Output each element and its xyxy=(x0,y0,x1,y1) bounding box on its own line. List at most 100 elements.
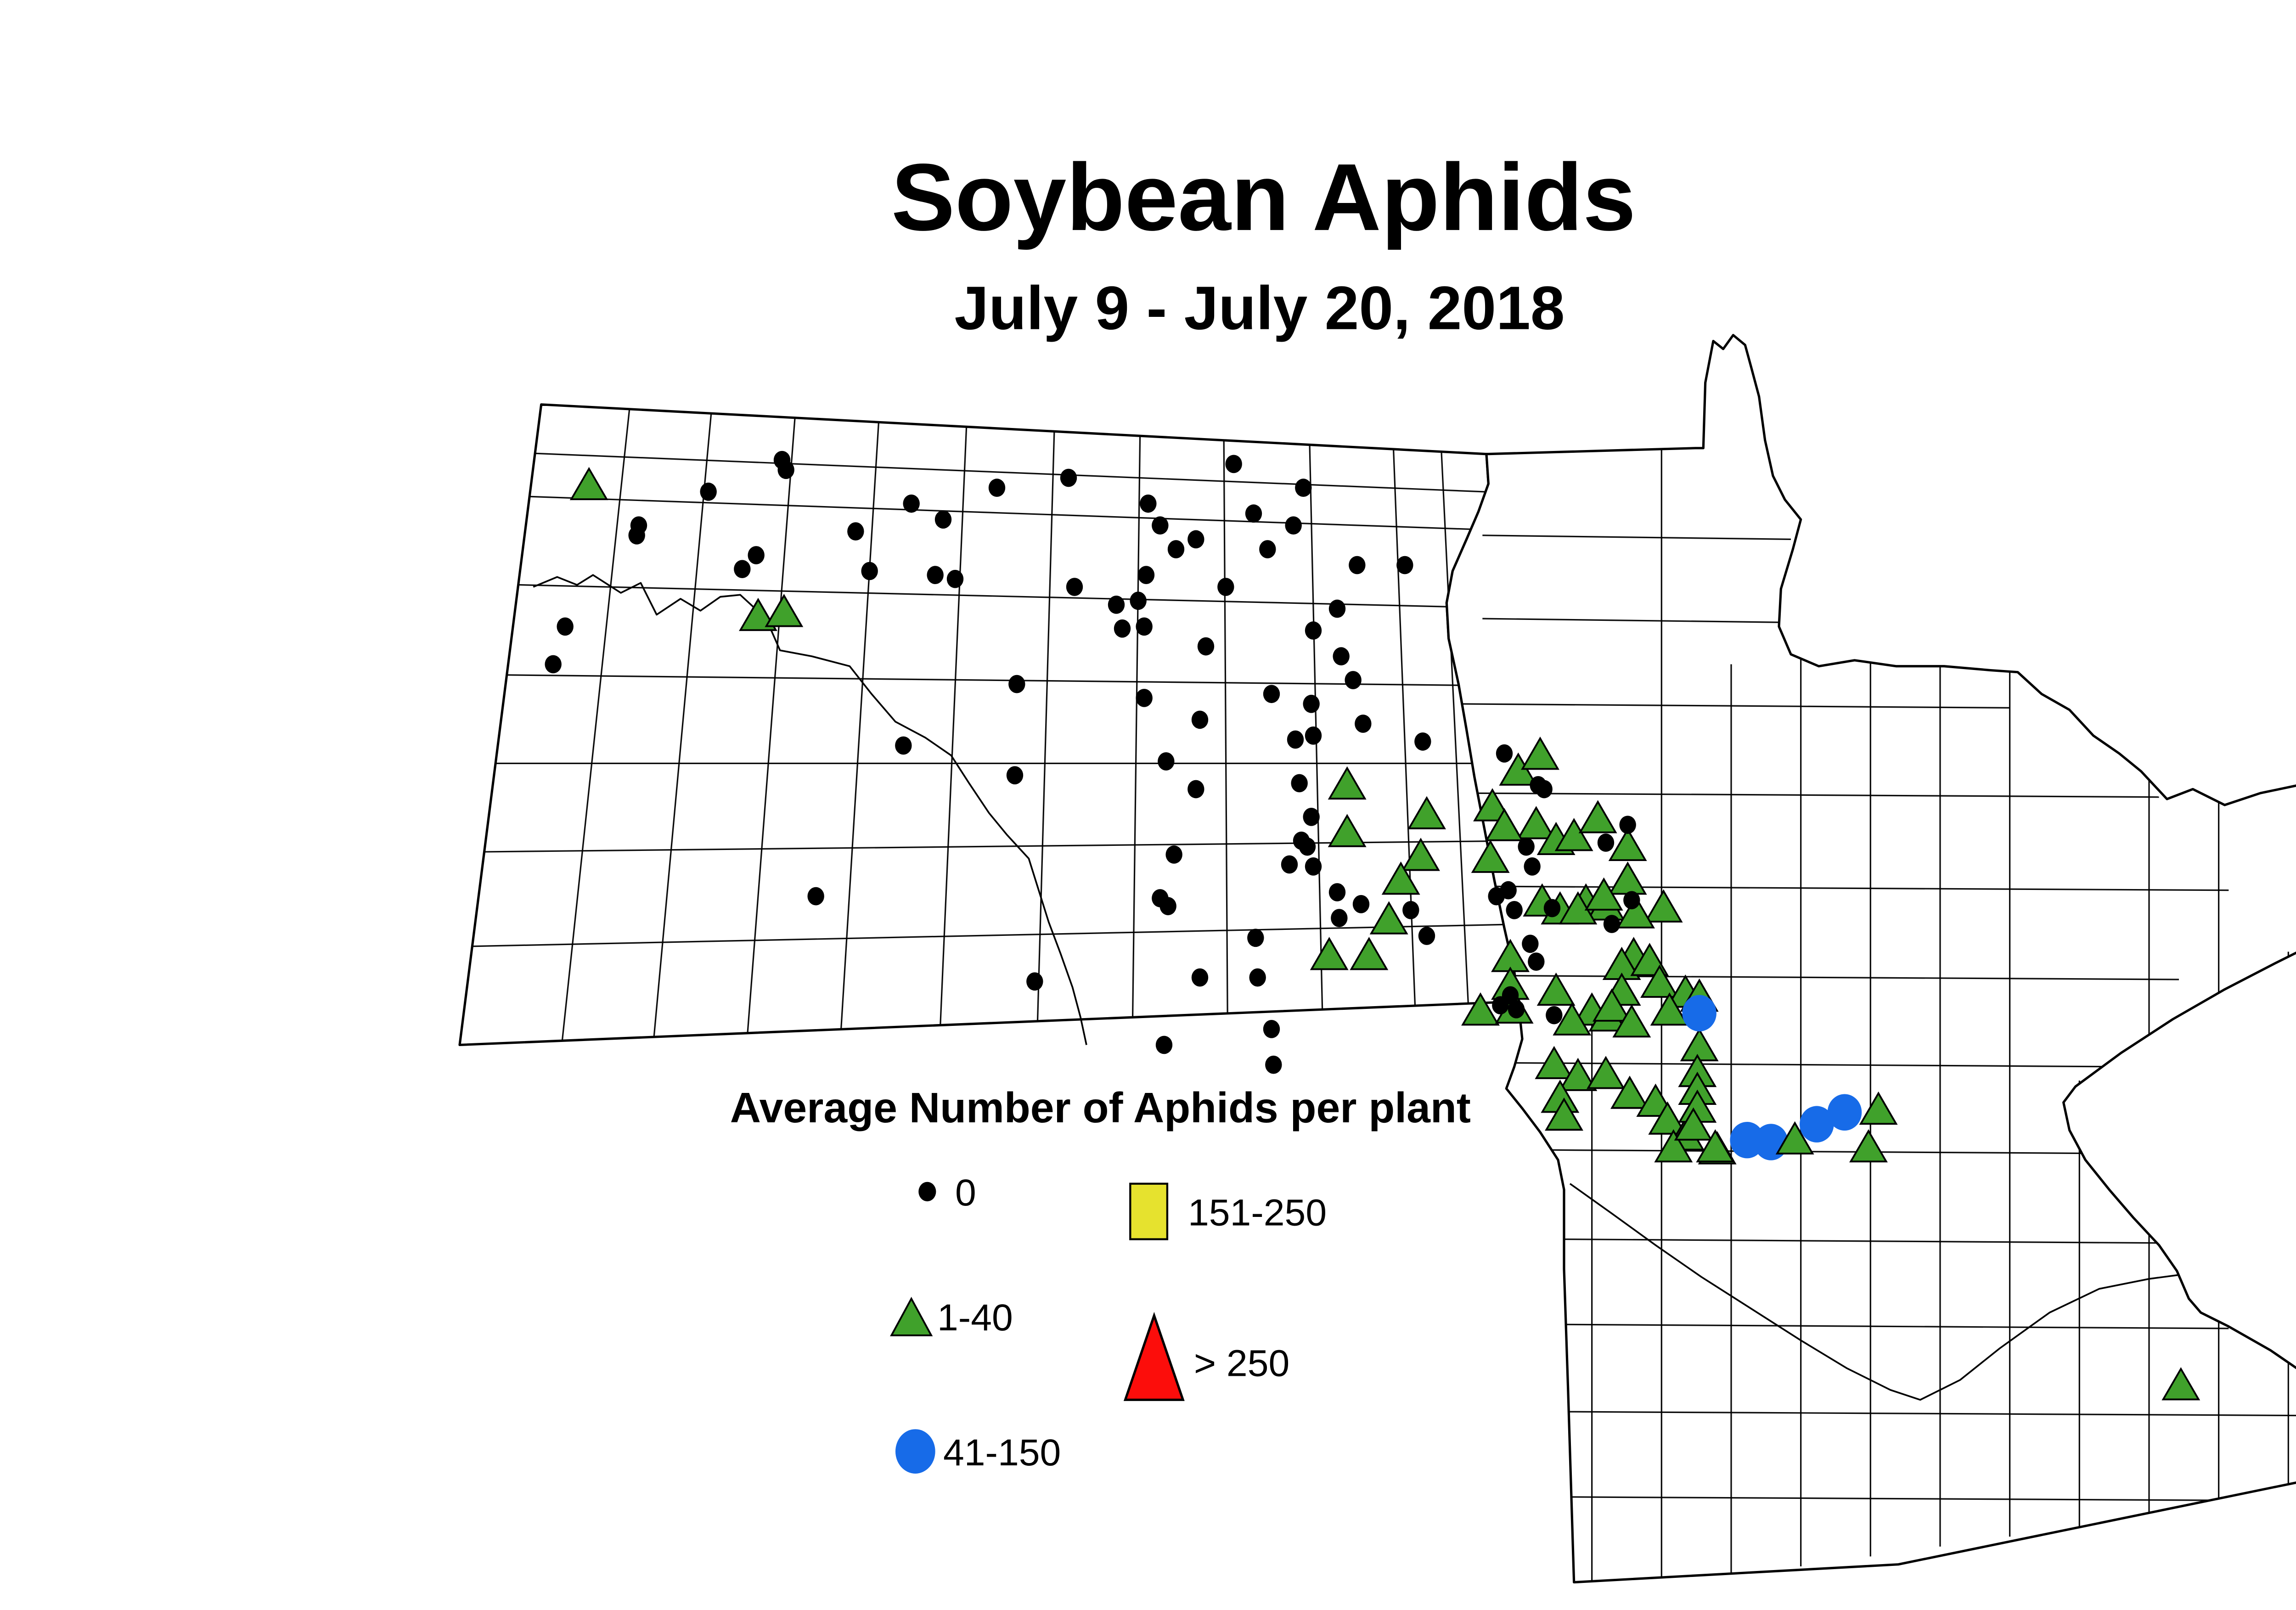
marker-black-dot-0 xyxy=(1217,578,1234,596)
marker-green-triangle-1-40 xyxy=(1593,988,1631,1022)
marker-black-dot-0 xyxy=(545,655,562,674)
marker-black-dot-0 xyxy=(1108,596,1125,614)
legend-title: Average Number of Aphids per plant xyxy=(730,1084,1471,1132)
marker-black-dot-0 xyxy=(807,887,824,906)
marker-black-dot-0 xyxy=(1136,688,1153,707)
marker-black-dot-0 xyxy=(1060,468,1077,487)
minnesota-outline xyxy=(1445,334,2296,1584)
marker-black-dot-0 xyxy=(1259,540,1276,558)
aphid-markers-layer xyxy=(545,450,2200,1401)
marker-black-dot-0 xyxy=(1137,566,1155,585)
marker-black-dot-0 xyxy=(903,494,920,513)
marker-black-dot-0 xyxy=(1597,833,1615,852)
marker-black-dot-0 xyxy=(1114,619,1131,638)
marker-black-dot-0 xyxy=(1619,816,1636,834)
legend-label-1-40: 1-40 xyxy=(937,1297,1013,1339)
marker-black-dot-0 xyxy=(1159,897,1176,916)
marker-green-triangle-1-40 xyxy=(1485,808,1524,841)
marker-black-dot-0 xyxy=(1522,934,1539,953)
marker-green-triangle-1-40 xyxy=(1616,895,1655,929)
marker-black-dot-0 xyxy=(1546,1006,1563,1025)
marker-black-dot-0 xyxy=(700,482,717,501)
marker-black-dot-0 xyxy=(1158,752,1175,771)
marker-black-dot-0 xyxy=(1197,637,1215,656)
marker-black-dot-0 xyxy=(1285,516,1302,535)
marker-black-dot-0 xyxy=(1026,972,1043,991)
marker-black-dot-0 xyxy=(557,617,574,636)
marker-black-dot-0 xyxy=(1536,780,1553,799)
marker-black-dot-0 xyxy=(1281,855,1298,874)
marker-green-triangle-1-40 xyxy=(1578,800,1617,833)
marker-black-dot-0 xyxy=(1303,808,1320,826)
marker-black-dot-0 xyxy=(1506,901,1523,919)
marker-green-triangle-1-40 xyxy=(1612,1004,1651,1038)
marker-green-triangle-1-40 xyxy=(1328,766,1367,800)
marker-green-triangle-1-40 xyxy=(1536,972,1576,1006)
marker-green-triangle-1-40 xyxy=(1696,1129,1735,1163)
marker-green-triangle-1-40 xyxy=(1587,1056,1625,1089)
marker-black-dot-0 xyxy=(1155,1036,1173,1054)
marker-green-triangle-1-40 xyxy=(1644,889,1683,923)
marker-black-dot-0 xyxy=(1140,494,1157,513)
marker-black-dot-0 xyxy=(1225,455,1242,473)
marker-green-triangle-1-40 xyxy=(1328,814,1367,847)
marker-black-dot-0 xyxy=(777,461,794,479)
marker-black-dot-0 xyxy=(1299,837,1316,856)
marker-black-dot-0 xyxy=(1349,556,1366,574)
marker-black-dot-0 xyxy=(1187,780,1204,799)
marker-green-triangle-1-40 xyxy=(1461,992,1500,1026)
missouri-river xyxy=(533,574,1087,1045)
marker-green-triangle-1-40 xyxy=(1554,818,1593,851)
marker-black-dot-0 xyxy=(1518,837,1535,856)
marker-green-triangle-1-40 xyxy=(1517,806,1556,839)
marker-green-triangle-1-40 xyxy=(1674,1107,1713,1141)
marker-black-dot-0 xyxy=(1187,530,1204,549)
marker-black-dot-0 xyxy=(1543,899,1561,918)
marker-black-dot-0 xyxy=(1345,671,1362,689)
marker-blue-circle-41-150 xyxy=(1827,1094,1862,1131)
legend-blue-circle-icon xyxy=(895,1429,935,1474)
page-subtitle: July 9 - July 20, 2018 xyxy=(954,274,1564,343)
marker-black-dot-0 xyxy=(934,510,952,529)
marker-black-dot-0 xyxy=(1331,909,1348,927)
marker-green-triangle-1-40 xyxy=(1471,839,1510,873)
marker-black-dot-0 xyxy=(1496,744,1513,763)
marker-black-dot-0 xyxy=(895,736,912,755)
marker-black-dot-0 xyxy=(1263,685,1280,704)
marker-green-triangle-1-40 xyxy=(1849,1129,1888,1163)
marker-green-triangle-1-40 xyxy=(1545,1097,1583,1131)
legend-label-151-250: 151-250 xyxy=(1188,1192,1327,1233)
marker-black-dot-0 xyxy=(1305,857,1322,876)
marker-black-dot-0 xyxy=(1488,887,1505,906)
marker-black-dot-0 xyxy=(1623,891,1640,910)
marker-black-dot-0 xyxy=(1006,766,1024,785)
state-outlines xyxy=(458,334,2296,1584)
marker-black-dot-0 xyxy=(1603,915,1621,933)
marker-black-dot-0 xyxy=(988,478,1006,497)
marker-green-triangle-1-40 xyxy=(1521,737,1559,770)
legend-label-zero: 0 xyxy=(955,1172,976,1214)
marker-green-triangle-1-40 xyxy=(1473,788,1512,822)
marker-black-dot-0 xyxy=(1152,516,1169,535)
page-title: Soybean Aphids xyxy=(891,144,1636,250)
marker-black-dot-0 xyxy=(748,546,765,564)
marker-black-dot-0 xyxy=(1287,730,1304,749)
marker-black-dot-0 xyxy=(1328,599,1346,618)
marker-black-dot-0 xyxy=(1008,675,1025,693)
marker-green-triangle-1-40 xyxy=(1350,937,1389,970)
marker-green-triangle-1-40 xyxy=(1553,1002,1592,1036)
marker-black-dot-0 xyxy=(1265,1055,1282,1074)
marker-black-dot-0 xyxy=(946,569,964,588)
rivers xyxy=(533,574,2179,1401)
legend-green-triangle-icon xyxy=(890,1297,933,1336)
marker-black-dot-0 xyxy=(1328,883,1346,901)
marker-black-dot-0 xyxy=(1305,621,1322,640)
marker-black-dot-0 xyxy=(1165,845,1182,864)
marker-black-dot-0 xyxy=(1245,504,1262,523)
marker-black-dot-0 xyxy=(1066,578,1083,596)
marker-black-dot-0 xyxy=(1305,726,1322,745)
marker-black-dot-0 xyxy=(1524,857,1541,876)
marker-black-dot-0 xyxy=(1167,540,1185,558)
marker-black-dot-0 xyxy=(1396,556,1413,574)
